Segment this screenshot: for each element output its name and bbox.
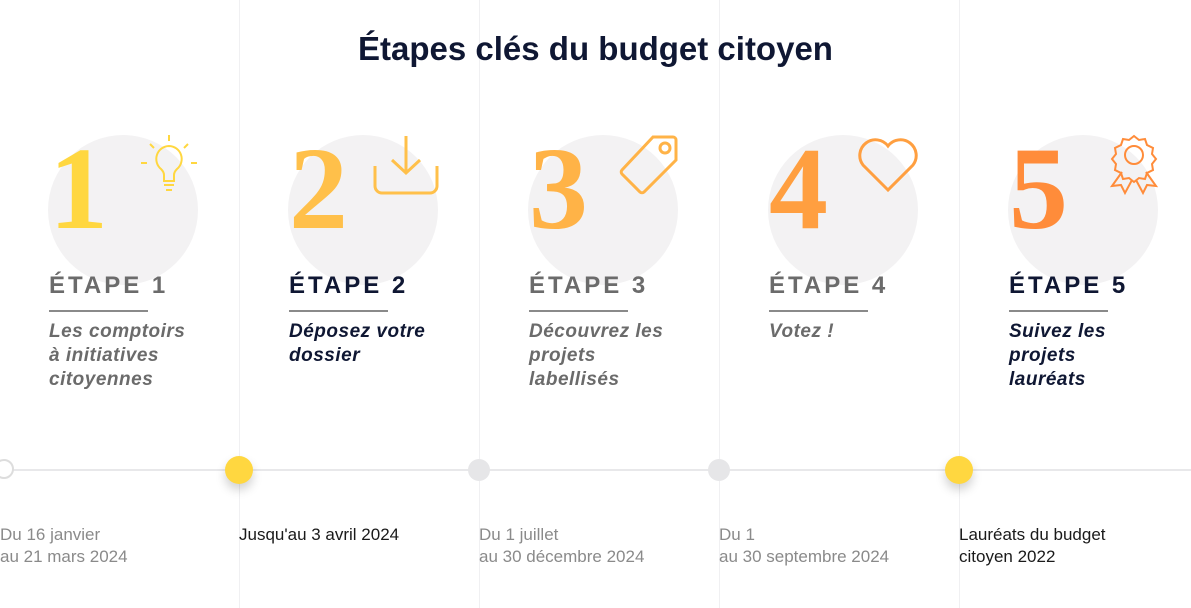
timeline-dot	[468, 459, 490, 481]
date-line: Du 16 janvier	[0, 525, 101, 544]
step-description: Découvrez les projets labellisés	[529, 320, 663, 392]
step-number: 1	[49, 123, 108, 254]
step-description: Votez !	[769, 320, 834, 344]
label-underline	[49, 310, 148, 312]
description-line: Découvrez les	[529, 321, 664, 342]
date-line: au 30 septembre 2024	[719, 547, 890, 566]
step-description: Suivez les projets lauréats	[1009, 320, 1106, 392]
description-line: Déposez votre	[289, 321, 426, 342]
date-line: Jusqu'au 3 avril 2024	[239, 525, 400, 544]
description-line: à initiatives	[49, 345, 159, 366]
description-line: Les comptoirs	[49, 321, 186, 342]
column-divider	[719, 0, 720, 608]
step-date: Du 16 janvier au 21 mars 2024	[0, 524, 128, 568]
date-line: au 30 décembre 2024	[479, 547, 645, 566]
timeline-dot	[0, 459, 14, 479]
download-icon	[373, 136, 439, 195]
label-underline	[769, 310, 868, 312]
description-line: Suivez les	[1009, 321, 1106, 342]
description-line: dossier	[289, 345, 361, 366]
description-line: lauréats	[1009, 369, 1086, 390]
step-number: 3	[529, 123, 588, 254]
description-line: projets	[1009, 345, 1076, 366]
timeline-dot	[945, 456, 973, 484]
column-divider	[959, 0, 960, 608]
step-label: ÉTAPE 5	[1009, 272, 1129, 299]
number-backdrop	[528, 135, 678, 285]
date-line: citoyen 2022	[959, 547, 1056, 566]
description-line: labellisés	[529, 369, 620, 390]
step-label: ÉTAPE 1	[49, 272, 169, 299]
bulb-icon	[141, 135, 197, 191]
description-line: citoyennes	[49, 369, 154, 390]
column-divider	[479, 0, 480, 608]
timeline	[0, 469, 1191, 471]
step-date: Du 1 au 30 septembre 2024	[719, 524, 889, 568]
date-line: Du 1	[719, 525, 755, 544]
date-line: au 21 mars 2024	[0, 547, 128, 566]
step-date: Jusqu'au 3 avril 2024	[239, 524, 399, 546]
timeline-dot	[225, 456, 253, 484]
step-date: Lauréats du budget citoyen 2022	[959, 524, 1106, 568]
label-underline	[1009, 310, 1108, 312]
date-line: Du 1 juillet	[479, 525, 559, 544]
step-date: Du 1 juillet au 30 décembre 2024	[479, 524, 644, 568]
number-backdrop	[768, 135, 918, 285]
badge-icon	[1109, 134, 1159, 196]
step-description: Déposez votre dossier	[289, 320, 425, 368]
tag-icon	[619, 135, 678, 195]
label-underline	[289, 310, 388, 312]
step-number: 5	[1009, 123, 1068, 254]
step-description: Les comptoirs à initiatives citoyennes	[49, 320, 185, 392]
heart-icon	[858, 138, 918, 193]
step-label: ÉTAPE 2	[289, 272, 409, 299]
timeline-dot	[708, 459, 730, 481]
column-divider	[239, 0, 240, 608]
label-underline	[529, 310, 628, 312]
number-backdrop	[288, 135, 438, 285]
step-label: ÉTAPE 4	[769, 272, 889, 299]
number-backdrop	[48, 135, 198, 285]
step-number: 4	[769, 123, 828, 254]
description-line: Votez !	[769, 321, 835, 342]
description-line: projets	[529, 345, 596, 366]
step-label: ÉTAPE 3	[529, 272, 649, 299]
title: Étapes clés du budget citoyen	[358, 30, 833, 67]
date-line: Lauréats du budget	[959, 525, 1106, 544]
step-number: 2	[289, 123, 348, 254]
number-backdrop	[1008, 135, 1158, 285]
